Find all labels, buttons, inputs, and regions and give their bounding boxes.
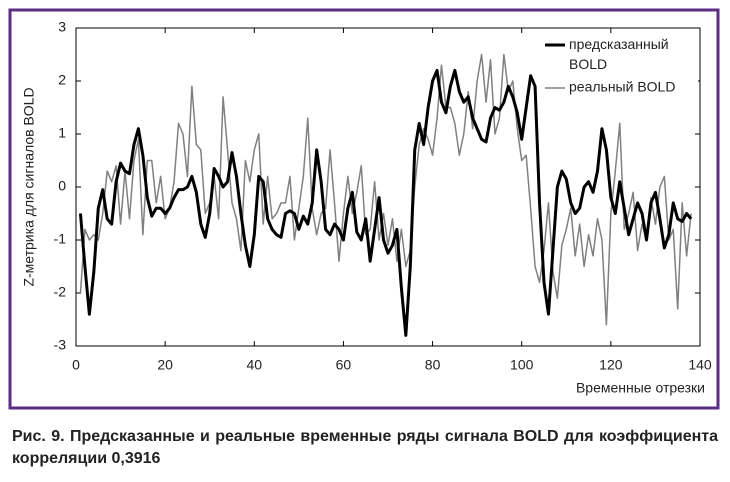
y-tick-label: 1 xyxy=(58,125,66,141)
y-axis-label: Z-метрика для сигналов BOLD xyxy=(21,87,37,286)
x-tick-label: 120 xyxy=(599,357,623,373)
x-tick-label: 20 xyxy=(157,357,173,373)
legend-label: реальный BOLD xyxy=(569,79,675,95)
series-line xyxy=(79,53,692,326)
frame xyxy=(8,8,720,410)
series-line xyxy=(78,68,693,337)
y-tick-label: 2 xyxy=(58,72,66,88)
x-tick-label: 40 xyxy=(246,357,262,373)
x-tick-label: 60 xyxy=(336,357,352,373)
x-tick-label: 140 xyxy=(688,357,712,373)
y-tick-label: -2 xyxy=(54,284,67,300)
y-tick-label: 0 xyxy=(58,178,66,194)
y-tick-label: 3 xyxy=(58,19,66,35)
y-tick-label: -3 xyxy=(54,337,67,353)
chart: Временные отрезки Z-метрика для сигналов… xyxy=(8,8,720,410)
x-axis-label: Временные отрезки xyxy=(576,380,705,396)
legend-box xyxy=(540,33,698,101)
y-tick-label: -1 xyxy=(54,231,67,247)
x-tick-label: 80 xyxy=(425,357,441,373)
x-tick-label: 0 xyxy=(72,357,80,373)
x-tick-label: 100 xyxy=(510,357,534,373)
legend-label: предсказанный BOLD xyxy=(569,36,669,72)
caption: Рис. 9. Предсказанные и реальные временн… xyxy=(12,428,718,467)
